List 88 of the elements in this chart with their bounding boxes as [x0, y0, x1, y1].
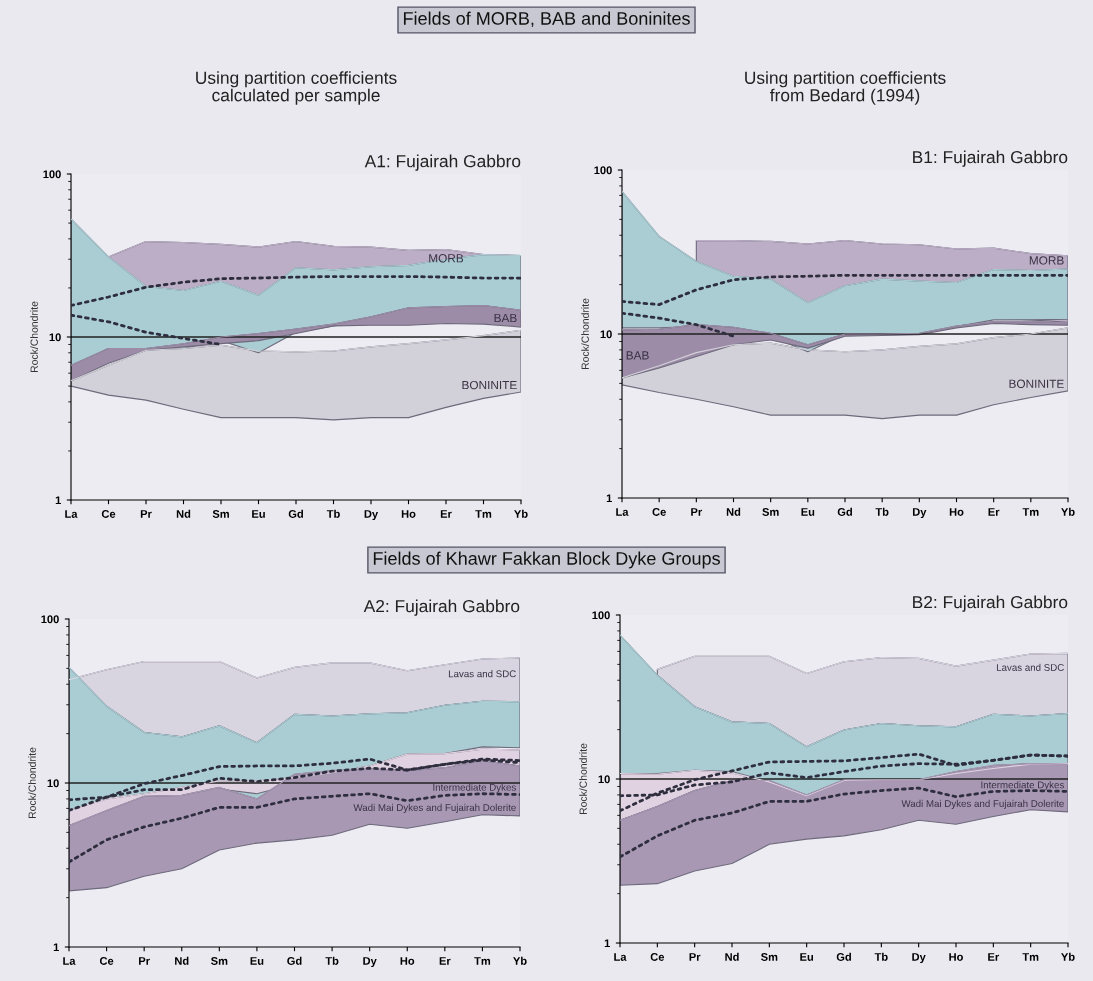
chart-subtitle: Using partition coefficients from Bedard (1994): [745, 71, 946, 105]
x-tick-label: Dy: [912, 953, 926, 964]
x-tick-label: Pr: [691, 508, 703, 516]
chart-title: B2: Fujairah Gabbro: [913, 595, 1068, 612]
x-tick-label: Ho: [400, 957, 415, 965]
y-tick-label: 1: [606, 494, 612, 503]
y-tick-label: 1: [55, 496, 61, 505]
x-tick-label: Er: [439, 957, 451, 965]
y-tick-label: 100: [592, 611, 610, 620]
x-tick-label: Ho: [401, 510, 416, 518]
x-tick-label: Tm: [1022, 953, 1039, 961]
y-tick-label: 10: [47, 779, 59, 788]
x-tick-label: Yb: [1061, 507, 1075, 516]
x-tick-label: Pr: [689, 953, 701, 961]
annotation: Intermediate Dykes: [981, 781, 1064, 791]
y-tick-label: 100: [594, 166, 612, 175]
x-tick-label: Sm: [762, 508, 779, 516]
x-tick-label: Dy: [364, 510, 379, 521]
x-tick-label: Tb: [874, 952, 888, 961]
y-tick-label: 10: [600, 330, 612, 339]
y-tick-label: 100: [41, 615, 59, 624]
x-tick-label: Gd: [287, 956, 302, 965]
x-tick-label: La: [614, 953, 627, 961]
annotation: MORB: [429, 254, 464, 263]
x-tick-label: Nd: [726, 507, 741, 516]
annotation: BONINITE: [462, 380, 517, 390]
y-tick-label: 1: [53, 943, 59, 952]
x-tick-label: Yb: [513, 956, 527, 965]
x-tick-label: Dy: [912, 508, 927, 519]
x-tick-label: Er: [440, 510, 452, 518]
x-tick-label: La: [616, 508, 629, 516]
x-tick-label: Tb: [325, 956, 339, 965]
x-tick-label: Tb: [326, 509, 340, 518]
text: Fields of Khawr Fakkan Block Dyke Groups: [373, 551, 720, 569]
x-tick-label: Gd: [288, 509, 303, 518]
x-tick-label: Eu: [252, 510, 265, 518]
chart-title: A2: Fujairah Gabbro: [363, 599, 520, 616]
y-tick-label: 1: [604, 939, 610, 948]
y-axis-title: Rock/Chondrite: [581, 298, 589, 370]
y-axis-title: Rock/Chondrite: [579, 743, 587, 815]
y-axis-title: Rock/Chondrite: [30, 301, 38, 373]
x-tick-label: Sm: [212, 510, 229, 518]
x-tick-label: Er: [988, 953, 1000, 961]
text: Fields of MORB, BAB and Boninites: [403, 11, 690, 27]
x-tick-label: La: [65, 510, 78, 518]
x-tick-label: Gd: [837, 507, 852, 516]
y-tick-label: 10: [598, 775, 610, 784]
x-tick-label: Ce: [650, 953, 665, 961]
x-tick-label: Eu: [800, 953, 814, 961]
x-tick-label: Pr: [140, 510, 152, 518]
x-tick-label: Yb: [514, 509, 528, 518]
y-tick-label: 10: [49, 333, 61, 342]
x-tick-label: Sm: [211, 957, 228, 965]
chart-subtitle: Using partition coefficients calculated per sample: [196, 71, 397, 105]
x-tick-label: Tm: [474, 957, 491, 965]
annotation: BONINITE: [1009, 379, 1064, 388]
y-axis-title: Rock/Chondrite: [28, 747, 36, 819]
x-tick-label: Yb: [1061, 952, 1075, 961]
x-tick-label: Eu: [801, 508, 815, 516]
x-tick-label: Ce: [101, 510, 116, 518]
annotation: BAB: [494, 313, 517, 323]
x-tick-label: Pr: [139, 957, 150, 965]
annotation: MORB: [1029, 256, 1064, 265]
y-tick-label: 100: [43, 170, 61, 179]
x-tick-label: La: [63, 957, 76, 965]
x-tick-label: Nd: [175, 956, 189, 965]
annotation: Lavas and SDC: [996, 663, 1064, 671]
x-tick-label: Ce: [99, 957, 114, 965]
x-tick-label: Er: [988, 508, 1000, 516]
x-tick-label: Eu: [250, 957, 264, 965]
x-tick-label: Ho: [949, 953, 963, 961]
annotation: Wadi Mai Dykes and Fujairah Dolerite: [353, 803, 516, 813]
x-tick-label: Nd: [176, 509, 191, 518]
x-tick-label: Nd: [725, 952, 739, 961]
x-tick-label: Gd: [836, 952, 851, 961]
annotation: Intermediate Dykes: [433, 783, 516, 793]
x-tick-label: Ce: [652, 508, 666, 516]
chart-title: B1: Fujairah Gabbro: [913, 150, 1068, 167]
x-tick-label: Tm: [1022, 508, 1039, 516]
x-tick-label: Tb: [875, 507, 889, 516]
x-tick-label: Sm: [761, 953, 778, 961]
x-tick-label: Ho: [949, 508, 964, 516]
x-tick-label: Dy: [363, 957, 377, 968]
annotation: Lavas and SDC: [448, 670, 516, 678]
annotation: Wadi Mai Dykes and Fujairah Dolerite: [901, 799, 1064, 809]
x-tick-label: Tm: [475, 510, 492, 518]
annotation: BAB: [626, 351, 649, 360]
chart-title: A1: Fujairah Gabbro: [364, 154, 521, 171]
